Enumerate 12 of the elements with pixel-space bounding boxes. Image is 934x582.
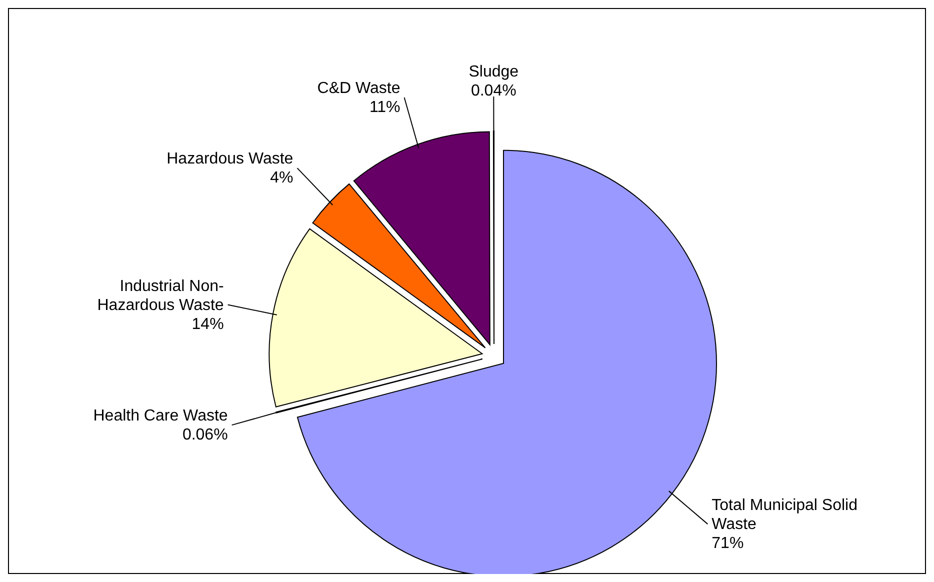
data-label: 14%: [192, 316, 224, 333]
data-label: 0.04%: [470, 82, 516, 100]
slice-label: C&D Waste: [317, 80, 400, 97]
data-label: 0.06%: [182, 426, 228, 444]
data-label: 11%: [369, 98, 400, 116]
data-label: 71%: [712, 535, 744, 552]
slice-label: Sludge: [468, 64, 519, 80]
data-label: 4%: [270, 170, 294, 187]
slice-label: Health Care Waste: [93, 408, 228, 425]
slice-label: Hazardous Waste: [166, 150, 294, 168]
slice-label: Total Municipal Solid Waste: [712, 497, 858, 534]
slice-label: Industrial Non-Hazardous Waste: [97, 278, 224, 314]
